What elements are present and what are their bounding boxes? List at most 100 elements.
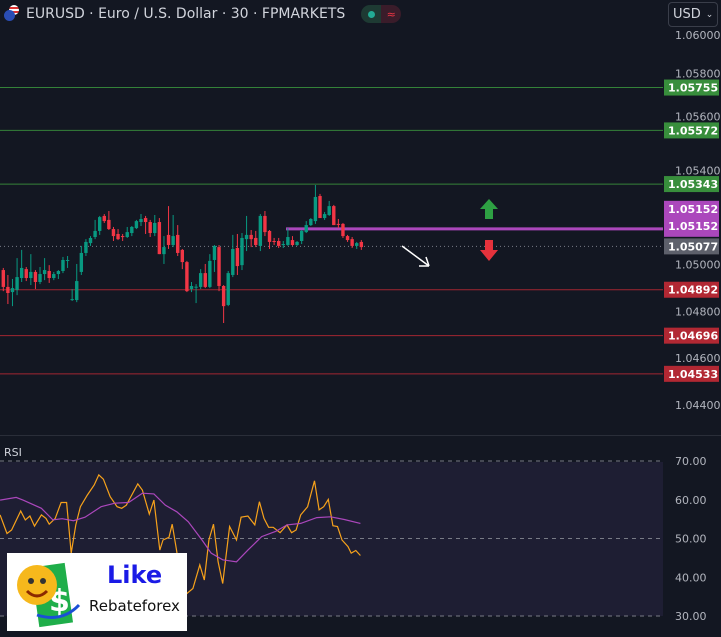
candle-body — [212, 245, 217, 260]
rsi-axis-tick: 70.00 — [675, 455, 707, 468]
up-arrow-icon — [480, 199, 498, 219]
symbol-title: EURUSD · Euro / U.S. Dollar · 30 · FPMAR… — [26, 6, 346, 22]
candle-body — [267, 230, 272, 242]
candle-body — [322, 214, 327, 219]
price-axis-tick: 1.04400 — [675, 399, 721, 412]
level-label-bg — [664, 281, 719, 298]
rsi-axis-tick: 40.00 — [675, 571, 707, 584]
candle-body — [332, 206, 336, 226]
candle-body — [143, 218, 148, 223]
currency-value: USD — [673, 7, 701, 22]
candle-body — [194, 286, 198, 288]
candle-body — [38, 274, 42, 283]
last-price-label-bg — [664, 238, 719, 255]
candle-body — [24, 269, 28, 279]
candle-body — [290, 240, 295, 245]
candle-body — [166, 234, 171, 245]
candle-body — [157, 222, 162, 255]
down-right-arrow-icon — [401, 245, 430, 267]
candle-body — [254, 237, 258, 245]
candle-body — [345, 236, 350, 241]
level-label-bg — [664, 176, 719, 193]
candle-body — [304, 225, 308, 233]
candle-body — [309, 218, 313, 226]
candle-body — [10, 288, 15, 293]
candle-body — [341, 223, 345, 237]
symbol-header[interactable]: EURUSD · Euro / U.S. Dollar · 30 · FPMAR… — [4, 4, 402, 24]
wave-icon: ≈ — [381, 5, 402, 23]
level-label-bg — [664, 327, 719, 344]
candle-body — [153, 222, 157, 234]
candle-body — [350, 239, 354, 246]
candle-body — [6, 286, 10, 294]
level-label: 1.04892 — [668, 284, 718, 297]
candle-body — [148, 222, 152, 234]
candle-body — [226, 273, 230, 305]
candle-body — [47, 270, 51, 279]
level-label: 1.05572 — [668, 124, 718, 137]
candle-body — [56, 270, 61, 275]
candle-body — [111, 229, 116, 237]
candle-body — [258, 215, 263, 246]
thumbs-up-emoji-icon: $ — [17, 562, 81, 628]
currency-dropdown[interactable]: USD ⌄ — [668, 2, 718, 27]
candle-body — [52, 274, 56, 279]
candle-body — [29, 271, 33, 279]
candle-body — [93, 230, 97, 238]
candle-body — [327, 206, 331, 215]
candle-body — [359, 241, 364, 248]
rsi-axis-tick: 60.00 — [675, 494, 707, 507]
candle-body — [139, 218, 143, 223]
candle-body — [65, 259, 70, 261]
level-label-bg — [664, 122, 719, 139]
pivot-label: 1.05152 — [668, 203, 718, 216]
candle-body — [313, 196, 318, 222]
candle-body — [79, 252, 84, 272]
candle-body — [189, 285, 194, 290]
price-axis-tick: 1.05600 — [675, 110, 721, 123]
candle-body — [171, 236, 175, 245]
candle-body — [61, 259, 65, 271]
candle-body — [277, 241, 281, 246]
candle-body — [203, 273, 207, 287]
level-label: 1.04696 — [668, 330, 718, 343]
candle-body — [217, 247, 221, 286]
candle-body — [15, 277, 19, 290]
logo-rebateforex-text: Rebateforex — [89, 597, 180, 615]
candle-body — [272, 241, 276, 243]
candle-body — [19, 267, 24, 279]
candle-body — [240, 237, 244, 266]
candle-body — [318, 196, 322, 219]
pivot-label: 1.05152 — [668, 220, 718, 233]
candle-body — [162, 247, 166, 255]
candle-body — [116, 233, 120, 240]
rsi-axis-tick: 50.00 — [675, 533, 707, 546]
price-axis-tick: 1.05000 — [675, 258, 721, 271]
candle-body — [355, 243, 359, 246]
candle-body — [176, 234, 180, 253]
candle-body — [231, 248, 235, 275]
down-arrow-icon — [480, 240, 498, 261]
last-price-label: 1.05077 — [668, 240, 718, 253]
price-axis-tick: 1.04800 — [675, 305, 721, 318]
rsi-indicator-title[interactable]: RSI — [4, 446, 22, 459]
rebateforex-logo: $ Like Rebateforex — [7, 553, 187, 631]
candle-body — [208, 260, 212, 287]
candle-body — [249, 234, 253, 240]
candle-body — [221, 285, 226, 307]
candle-body — [299, 230, 304, 242]
candle-body — [281, 244, 285, 246]
logo-like-text: Like — [107, 561, 163, 589]
pivot-label-bg — [664, 200, 719, 237]
candle-body — [286, 237, 290, 245]
market-status-pill[interactable]: ≈ — [361, 5, 402, 23]
candle-body — [336, 223, 341, 225]
rsi_ma-line — [0, 492, 361, 563]
level-label-bg — [664, 79, 719, 96]
candle-body — [180, 249, 185, 263]
candle-body — [244, 234, 249, 240]
candle-body — [120, 236, 125, 238]
market-open-dot-icon — [361, 5, 382, 23]
level-label-bg — [664, 365, 719, 382]
